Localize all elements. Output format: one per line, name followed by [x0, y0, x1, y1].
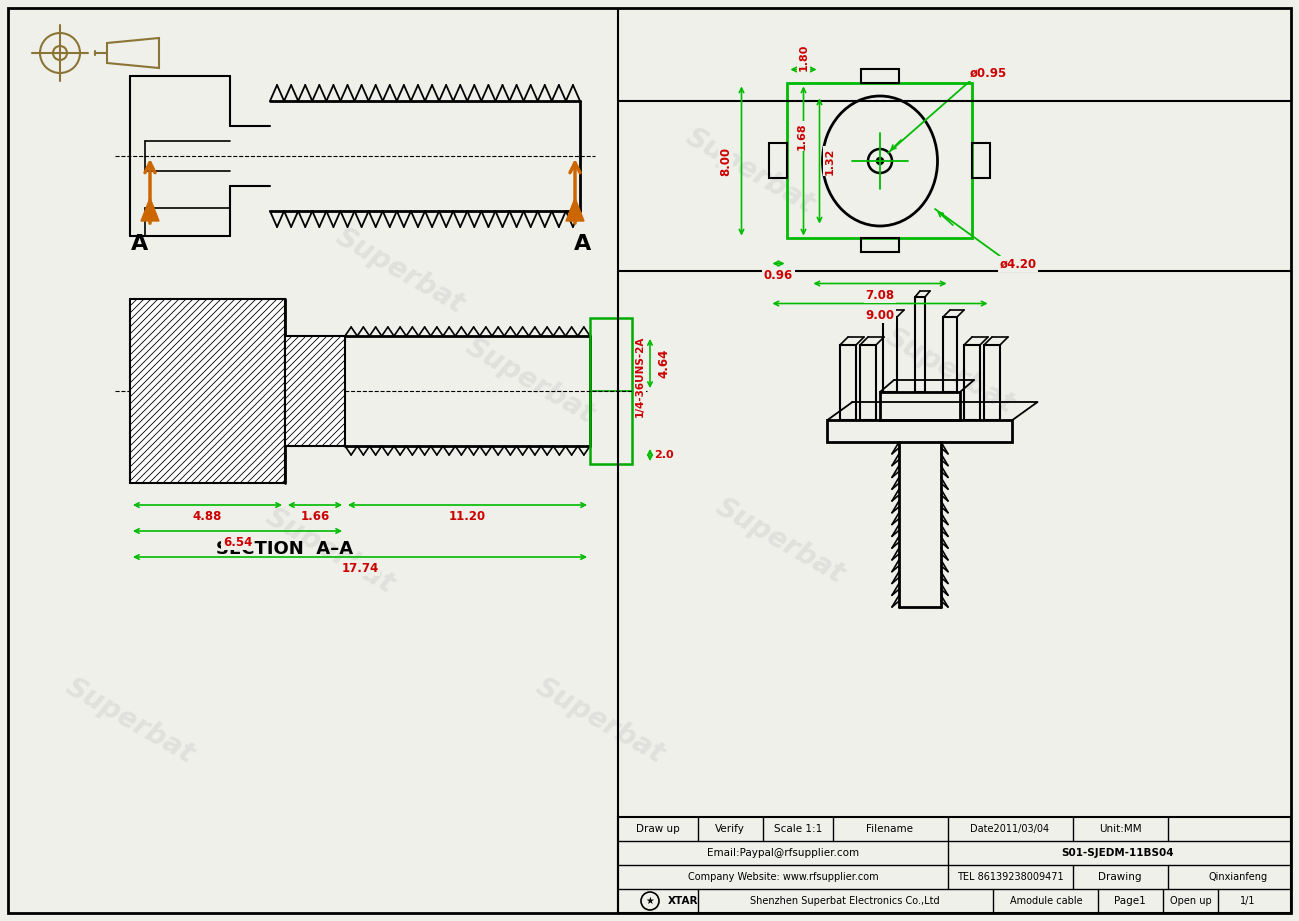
Text: 0.96: 0.96	[764, 269, 794, 282]
Polygon shape	[566, 198, 585, 221]
Bar	[840, 345, 856, 420]
Bar	[914, 297, 925, 392]
Bar	[943, 317, 957, 392]
Bar	[861, 239, 899, 252]
Text: Amodule cable: Amodule cable	[1009, 896, 1082, 906]
Text: Superbat: Superbat	[531, 673, 669, 769]
Text: 9.00: 9.00	[865, 309, 895, 322]
Bar	[787, 84, 973, 239]
Text: A: A	[131, 234, 148, 254]
Text: Superbat: Superbat	[711, 493, 850, 589]
Bar	[973, 144, 991, 179]
Text: Superbat: Superbat	[61, 673, 199, 769]
Text: Superbat: Superbat	[131, 393, 269, 489]
Polygon shape	[142, 198, 158, 221]
Text: A: A	[574, 234, 591, 254]
Text: SECTION  A–A: SECTION A–A	[217, 540, 353, 558]
Text: Superbat: Superbat	[461, 332, 599, 429]
Text: Drawing: Drawing	[1098, 872, 1142, 882]
Text: ø4.20: ø4.20	[999, 258, 1037, 271]
Text: ★: ★	[646, 896, 655, 906]
Bar	[964, 345, 979, 420]
Text: 11.20: 11.20	[449, 509, 486, 522]
Text: 6.54: 6.54	[223, 535, 252, 549]
Text: Page1: Page1	[1115, 896, 1146, 906]
Text: Company Website: www.rfsupplier.com: Company Website: www.rfsupplier.com	[687, 872, 878, 882]
Text: Unit:MM: Unit:MM	[1099, 824, 1142, 834]
Text: Superbat: Superbat	[681, 122, 820, 219]
Text: Superbat: Superbat	[261, 503, 399, 600]
Text: Verify: Verify	[714, 824, 744, 834]
Text: Superbat: Superbat	[881, 323, 1020, 419]
Text: XTAR: XTAR	[668, 896, 699, 906]
Text: 4.88: 4.88	[192, 509, 222, 522]
Polygon shape	[130, 299, 284, 483]
Text: Email:Paypal@rfsupplier.com: Email:Paypal@rfsupplier.com	[707, 848, 859, 858]
Bar	[860, 345, 876, 420]
Text: Date2011/03/04: Date2011/03/04	[970, 824, 1050, 834]
Text: 1.80: 1.80	[799, 44, 808, 71]
Text: 8.00: 8.00	[720, 146, 733, 176]
Text: Filename: Filename	[866, 824, 913, 834]
Polygon shape	[284, 336, 346, 446]
Bar	[861, 69, 899, 84]
Bar	[618, 817, 1291, 913]
Text: 7.08: 7.08	[865, 289, 895, 302]
Text: Shenzhen Superbat Electronics Co.,Ltd: Shenzhen Superbat Electronics Co.,Ltd	[751, 896, 939, 906]
Polygon shape	[284, 336, 346, 446]
Text: Qinxianfeng: Qinxianfeng	[1208, 872, 1268, 882]
Text: Draw up: Draw up	[637, 824, 679, 834]
Polygon shape	[130, 299, 284, 483]
Text: 4.64: 4.64	[657, 349, 670, 379]
Bar	[883, 317, 898, 392]
Text: 17.74: 17.74	[342, 562, 378, 575]
Text: ø0.95: ø0.95	[969, 66, 1007, 79]
Text: 1/1: 1/1	[1241, 896, 1256, 906]
Bar	[590, 318, 633, 464]
Text: 2.0: 2.0	[655, 450, 674, 460]
Text: S01-SJEDM-11BS04: S01-SJEDM-11BS04	[1061, 848, 1174, 858]
Text: 1/4-36UNS-2A: 1/4-36UNS-2A	[635, 335, 646, 416]
Text: TEL 86139238009471: TEL 86139238009471	[956, 872, 1064, 882]
Text: Scale 1:1: Scale 1:1	[774, 824, 822, 834]
Bar	[769, 144, 787, 179]
Text: 1.66: 1.66	[300, 509, 330, 522]
Circle shape	[877, 157, 883, 165]
Text: Open up: Open up	[1170, 896, 1212, 906]
Text: 1.68: 1.68	[796, 122, 807, 150]
Bar	[827, 420, 1012, 442]
Text: Superbat: Superbat	[331, 223, 469, 319]
Bar	[985, 345, 1000, 420]
Bar	[879, 392, 960, 420]
Text: 1.32: 1.32	[825, 147, 834, 175]
